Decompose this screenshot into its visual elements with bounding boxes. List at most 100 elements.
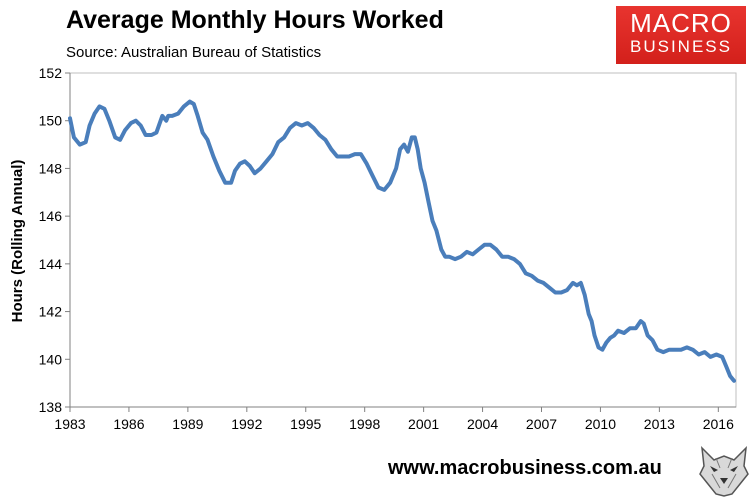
data-point bbox=[259, 166, 263, 170]
data-point bbox=[160, 114, 164, 118]
data-point bbox=[238, 162, 242, 166]
data-point bbox=[646, 333, 650, 337]
data-point bbox=[685, 345, 689, 349]
data-point bbox=[579, 281, 583, 285]
macrobusiness-logo: MACRO BUSINESS bbox=[616, 6, 746, 64]
data-point bbox=[359, 152, 363, 156]
data-point bbox=[223, 181, 227, 185]
data-point bbox=[724, 364, 728, 368]
data-point bbox=[667, 348, 671, 352]
data-point bbox=[276, 140, 280, 144]
y-tick-label: 138 bbox=[39, 399, 63, 415]
data-point bbox=[402, 143, 406, 147]
data-point bbox=[166, 114, 170, 118]
data-point bbox=[673, 348, 677, 352]
data-point bbox=[318, 133, 322, 137]
data-point bbox=[78, 143, 82, 147]
data-point bbox=[335, 155, 339, 159]
data-point bbox=[728, 374, 732, 378]
data-point bbox=[530, 274, 534, 278]
data-point bbox=[651, 338, 655, 342]
data-point bbox=[447, 255, 451, 259]
data-point bbox=[583, 293, 587, 297]
data-point bbox=[459, 255, 463, 259]
data-point bbox=[714, 353, 718, 357]
data-point bbox=[709, 355, 713, 359]
data-point bbox=[107, 119, 111, 123]
data-point bbox=[628, 326, 632, 330]
data-point bbox=[353, 152, 357, 156]
data-point bbox=[347, 155, 351, 159]
data-point bbox=[123, 128, 127, 132]
data-point bbox=[329, 147, 333, 151]
data-point bbox=[612, 333, 616, 337]
data-point bbox=[134, 119, 138, 123]
data-point bbox=[192, 102, 196, 106]
data-point bbox=[72, 135, 76, 139]
data-point bbox=[559, 291, 563, 295]
data-point bbox=[575, 283, 579, 287]
logo-line-business: BUSINESS bbox=[630, 37, 732, 56]
data-point bbox=[93, 112, 97, 116]
data-point bbox=[102, 107, 106, 111]
data-point bbox=[84, 140, 88, 144]
data-point bbox=[597, 345, 601, 349]
data-point bbox=[536, 279, 540, 283]
data-point bbox=[518, 262, 522, 266]
data-point bbox=[170, 114, 174, 118]
y-axis-title: Hours (Rolling Annual) bbox=[9, 160, 26, 323]
data-point bbox=[483, 243, 487, 247]
data-point bbox=[394, 166, 398, 170]
data-point bbox=[118, 138, 122, 142]
data-point bbox=[323, 138, 327, 142]
data-point bbox=[565, 288, 569, 292]
y-tick-label: 148 bbox=[39, 160, 63, 176]
data-point bbox=[217, 169, 221, 173]
data-point bbox=[500, 255, 504, 259]
data-point bbox=[732, 379, 736, 383]
data-point bbox=[512, 257, 516, 261]
data-point bbox=[642, 322, 646, 326]
data-point bbox=[604, 341, 608, 345]
data-point bbox=[439, 248, 443, 252]
x-tick-label: 2010 bbox=[585, 416, 616, 432]
data-point bbox=[720, 355, 724, 359]
data-point bbox=[188, 100, 192, 104]
data-point bbox=[282, 135, 286, 139]
y-tick-label: 146 bbox=[39, 208, 63, 224]
data-point bbox=[413, 135, 417, 139]
data-point bbox=[506, 255, 510, 259]
data-point bbox=[206, 138, 210, 142]
data-point bbox=[300, 124, 304, 128]
data-point bbox=[634, 326, 638, 330]
x-tick-label: 1995 bbox=[290, 416, 321, 432]
data-point bbox=[494, 248, 498, 252]
data-point bbox=[600, 348, 604, 352]
data-point bbox=[201, 131, 205, 135]
y-axis-ticks: 138 140 142 144 146 148 150 152 bbox=[39, 65, 70, 415]
data-point bbox=[616, 329, 620, 333]
data-point bbox=[253, 171, 257, 175]
data-point bbox=[388, 181, 392, 185]
data-point bbox=[182, 104, 186, 108]
data-point bbox=[471, 252, 475, 256]
x-tick-label: 2013 bbox=[644, 416, 675, 432]
website-url[interactable]: www.macrobusiness.com.au bbox=[388, 457, 662, 479]
data-point bbox=[542, 281, 546, 285]
x-axis-ticks: 1983 1986 1989 1992 1995 1998 2001 2004 2007 2010… bbox=[54, 407, 734, 432]
data-point bbox=[553, 291, 557, 295]
data-point bbox=[465, 250, 469, 254]
data-point bbox=[590, 319, 594, 323]
data-point bbox=[306, 121, 310, 125]
data-point bbox=[229, 181, 233, 185]
data-point bbox=[571, 281, 575, 285]
chart-source: Source: Australian Bureau of Statistics bbox=[66, 44, 322, 61]
data-point bbox=[265, 159, 269, 163]
x-tick-label: 1998 bbox=[349, 416, 380, 432]
data-point bbox=[691, 348, 695, 352]
data-point bbox=[176, 112, 180, 116]
data-point bbox=[98, 104, 102, 108]
x-tick-label: 2001 bbox=[408, 416, 439, 432]
data-point bbox=[593, 333, 597, 337]
data-point bbox=[129, 121, 133, 125]
